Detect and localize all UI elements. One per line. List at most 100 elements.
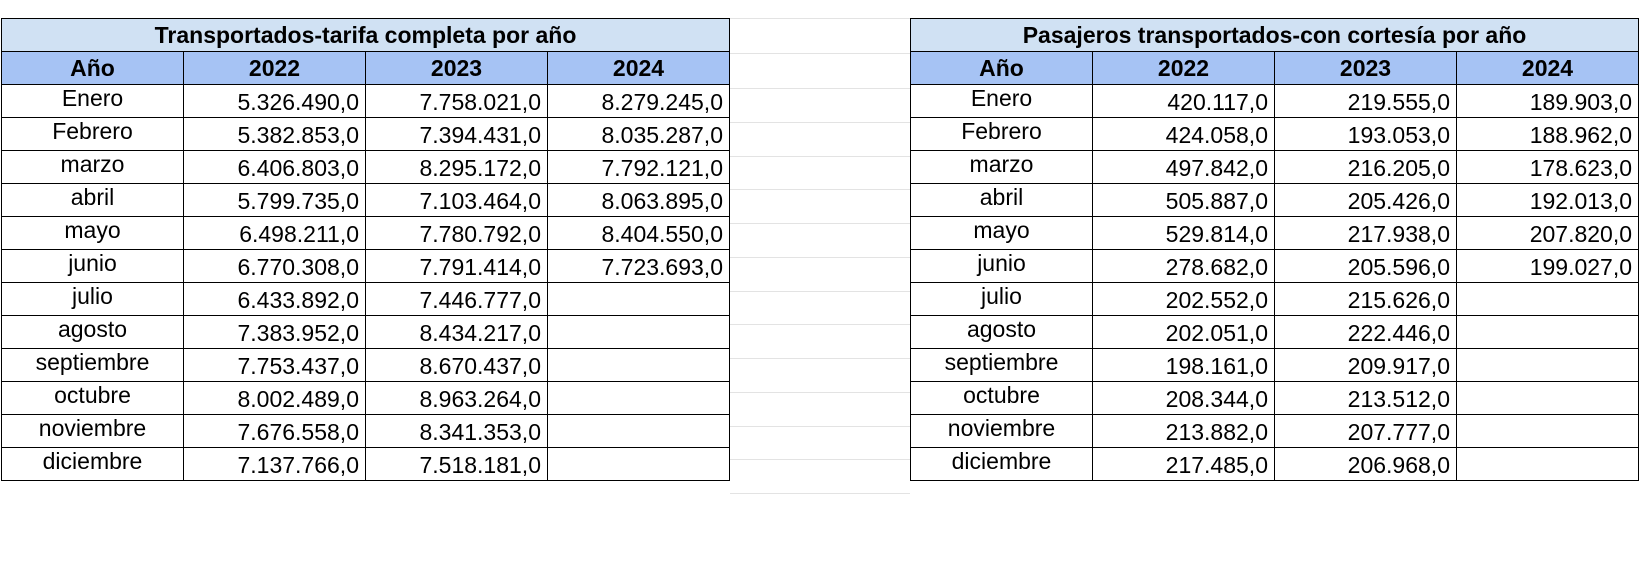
- value-cell[interactable]: 7.446.777,0: [365, 282, 548, 316]
- value-cell[interactable]: 7.723.693,0: [547, 249, 730, 283]
- value-cell[interactable]: [547, 381, 730, 415]
- month-cell[interactable]: Enero: [1, 84, 184, 118]
- value-cell[interactable]: 213.512,0: [1274, 381, 1457, 415]
- value-cell[interactable]: 189.903,0: [1455, 84, 1639, 118]
- value-cell[interactable]: 7.103.464,0: [365, 183, 548, 217]
- value-cell[interactable]: [1455, 315, 1639, 349]
- month-cell[interactable]: marzo: [910, 150, 1093, 184]
- table-title[interactable]: Pasajeros transportados-con cortesía por…: [909, 18, 1639, 52]
- month-cell[interactable]: marzo: [1, 150, 184, 184]
- value-cell[interactable]: 7.518.181,0: [365, 447, 548, 481]
- value-cell[interactable]: 216.205,0: [1274, 150, 1457, 184]
- month-cell[interactable]: agosto: [910, 315, 1093, 349]
- header-cell-2023[interactable]: 2023: [1274, 51, 1457, 85]
- value-cell[interactable]: 5.326.490,0: [183, 84, 366, 118]
- value-cell[interactable]: [1455, 282, 1639, 316]
- value-cell[interactable]: 206.968,0: [1274, 447, 1457, 481]
- value-cell[interactable]: 199.027,0: [1455, 249, 1639, 283]
- value-cell[interactable]: 7.383.952,0: [183, 315, 366, 349]
- header-cell-2024[interactable]: 2024: [547, 51, 730, 85]
- value-cell[interactable]: 6.406.803,0: [183, 150, 366, 184]
- value-cell[interactable]: 219.555,0: [1274, 84, 1457, 118]
- value-cell[interactable]: 7.792.121,0: [547, 150, 730, 184]
- value-cell[interactable]: 207.777,0: [1274, 414, 1457, 448]
- value-cell[interactable]: 8.035.287,0: [547, 117, 730, 151]
- header-cell-2022[interactable]: 2022: [1092, 51, 1275, 85]
- value-cell[interactable]: [547, 447, 730, 481]
- value-cell[interactable]: [1455, 447, 1639, 481]
- value-cell[interactable]: 420.117,0: [1092, 84, 1275, 118]
- month-cell[interactable]: Enero: [910, 84, 1093, 118]
- month-cell[interactable]: noviembre: [1, 414, 184, 448]
- value-cell[interactable]: 8.670.437,0: [365, 348, 548, 382]
- value-cell[interactable]: 7.791.414,0: [365, 249, 548, 283]
- table-title[interactable]: Transportados-tarifa completa por año: [1, 18, 730, 52]
- value-cell[interactable]: 8.434.217,0: [365, 315, 548, 349]
- month-cell[interactable]: diciembre: [1, 447, 184, 481]
- value-cell[interactable]: 529.814,0: [1092, 216, 1275, 250]
- value-cell[interactable]: 202.552,0: [1092, 282, 1275, 316]
- value-cell[interactable]: 205.426,0: [1274, 183, 1457, 217]
- month-cell[interactable]: noviembre: [910, 414, 1093, 448]
- month-cell[interactable]: junio: [910, 249, 1093, 283]
- value-cell[interactable]: 198.161,0: [1092, 348, 1275, 382]
- value-cell[interactable]: 222.446,0: [1274, 315, 1457, 349]
- month-cell[interactable]: agosto: [1, 315, 184, 349]
- value-cell[interactable]: [1455, 348, 1639, 382]
- month-cell[interactable]: octubre: [910, 381, 1093, 415]
- value-cell[interactable]: 278.682,0: [1092, 249, 1275, 283]
- value-cell[interactable]: [547, 282, 730, 316]
- value-cell[interactable]: 188.962,0: [1455, 117, 1639, 151]
- value-cell[interactable]: 5.799.735,0: [183, 183, 366, 217]
- value-cell[interactable]: [1455, 414, 1639, 448]
- month-cell[interactable]: Febrero: [910, 117, 1093, 151]
- value-cell[interactable]: 192.013,0: [1455, 183, 1639, 217]
- value-cell[interactable]: 178.623,0: [1455, 150, 1639, 184]
- month-cell[interactable]: julio: [1, 282, 184, 316]
- value-cell[interactable]: 6.433.892,0: [183, 282, 366, 316]
- month-cell[interactable]: junio: [1, 249, 184, 283]
- header-cell-year[interactable]: Año: [910, 51, 1093, 85]
- month-cell[interactable]: abril: [910, 183, 1093, 217]
- value-cell[interactable]: 8.063.895,0: [547, 183, 730, 217]
- value-cell[interactable]: 8.002.489,0: [183, 381, 366, 415]
- value-cell[interactable]: 213.882,0: [1092, 414, 1275, 448]
- header-cell-2023[interactable]: 2023: [365, 51, 548, 85]
- month-cell[interactable]: mayo: [910, 216, 1093, 250]
- value-cell[interactable]: 8.341.353,0: [365, 414, 548, 448]
- value-cell[interactable]: 7.780.792,0: [365, 216, 548, 250]
- value-cell[interactable]: 217.938,0: [1274, 216, 1457, 250]
- month-cell[interactable]: mayo: [1, 216, 184, 250]
- value-cell[interactable]: 7.676.558,0: [183, 414, 366, 448]
- value-cell[interactable]: [1455, 381, 1639, 415]
- value-cell[interactable]: 7.758.021,0: [365, 84, 548, 118]
- value-cell[interactable]: 8.279.245,0: [547, 84, 730, 118]
- value-cell[interactable]: 207.820,0: [1455, 216, 1639, 250]
- value-cell[interactable]: [547, 315, 730, 349]
- month-cell[interactable]: septiembre: [1, 348, 184, 382]
- value-cell[interactable]: 217.485,0: [1092, 447, 1275, 481]
- value-cell[interactable]: [547, 414, 730, 448]
- value-cell[interactable]: 6.770.308,0: [183, 249, 366, 283]
- value-cell[interactable]: 193.053,0: [1274, 117, 1457, 151]
- month-cell[interactable]: abril: [1, 183, 184, 217]
- value-cell[interactable]: 8.963.264,0: [365, 381, 548, 415]
- value-cell[interactable]: 505.887,0: [1092, 183, 1275, 217]
- month-cell[interactable]: Febrero: [1, 117, 184, 151]
- value-cell[interactable]: 7.394.431,0: [365, 117, 548, 151]
- value-cell[interactable]: 209.917,0: [1274, 348, 1457, 382]
- header-cell-2022[interactable]: 2022: [183, 51, 366, 85]
- value-cell[interactable]: 6.498.211,0: [183, 216, 366, 250]
- value-cell[interactable]: 5.382.853,0: [183, 117, 366, 151]
- value-cell[interactable]: 8.404.550,0: [547, 216, 730, 250]
- month-cell[interactable]: diciembre: [910, 447, 1093, 481]
- value-cell[interactable]: 205.596,0: [1274, 249, 1457, 283]
- value-cell[interactable]: 424.058,0: [1092, 117, 1275, 151]
- value-cell[interactable]: 7.137.766,0: [183, 447, 366, 481]
- value-cell[interactable]: 8.295.172,0: [365, 150, 548, 184]
- value-cell[interactable]: [547, 348, 730, 382]
- month-cell[interactable]: septiembre: [910, 348, 1093, 382]
- month-cell[interactable]: julio: [910, 282, 1093, 316]
- value-cell[interactable]: 208.344,0: [1092, 381, 1275, 415]
- month-cell[interactable]: octubre: [1, 381, 184, 415]
